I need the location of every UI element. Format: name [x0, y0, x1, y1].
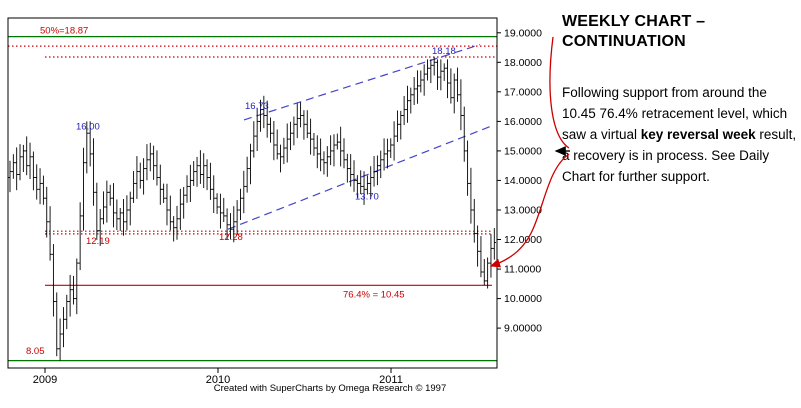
panel-title-line2: CONTINUATION — [562, 33, 686, 50]
svg-text:16.00: 16.00 — [76, 121, 100, 132]
price-labels: 50%=18.87 16.00 16.73 18.18 13.70 12.19 12.28 7… — [26, 26, 456, 358]
panel-title-line1: WEEKLY CHART – — [562, 13, 706, 30]
svg-text:14.0000: 14.0000 — [504, 175, 542, 187]
watermark: Created with SuperCharts by Omega Resear… — [214, 383, 446, 394]
svg-text:12.28: 12.28 — [219, 232, 243, 243]
svg-text:50%=18.87: 50%=18.87 — [40, 26, 88, 37]
x-axis: 2009 2010 2011 — [33, 368, 403, 386]
svg-text:13.70: 13.70 — [355, 191, 379, 202]
svg-text:11.0000: 11.0000 — [504, 264, 541, 276]
svg-text:9.00000: 9.00000 — [504, 323, 542, 335]
svg-text:19.0000: 19.0000 — [504, 27, 542, 39]
commentary-panel: WEEKLY CHART – CONTINUATION Following su… — [562, 12, 798, 187]
svg-text:18.18: 18.18 — [432, 46, 456, 57]
svg-text:13.0000: 13.0000 — [504, 205, 542, 217]
commentary-span: result, a recovery is in process. See Da… — [562, 127, 797, 184]
svg-text:10.0000: 10.0000 — [504, 293, 542, 305]
svg-text:16.0000: 16.0000 — [504, 116, 542, 128]
svg-text:8.05: 8.05 — [26, 346, 45, 357]
svg-text:2009: 2009 — [33, 374, 57, 386]
plot-border — [7, 17, 498, 369]
svg-text:12.19: 12.19 — [86, 236, 110, 247]
trendlines — [227, 44, 493, 230]
commentary-span: Following support from around the 10.45 … — [562, 85, 788, 142]
svg-text:2011: 2011 — [379, 374, 403, 386]
commentary-text: Following support from around the 10.45 … — [562, 82, 798, 187]
y-axis: 19.0000 18.0000 17.0000 16.0000 15.0000 14.00… — [497, 27, 542, 335]
commentary-bold-phrase: key reversal week — [640, 127, 756, 142]
svg-text:16.73: 16.73 — [245, 101, 269, 112]
svg-text:18.0000: 18.0000 — [504, 57, 542, 69]
panel-title: WEEKLY CHART – CONTINUATION — [562, 12, 798, 52]
svg-text:15.0000: 15.0000 — [504, 145, 542, 157]
svg-text:76.4% = 10.45: 76.4% = 10.45 — [343, 289, 405, 300]
svg-text:12.0000: 12.0000 — [504, 234, 542, 246]
svg-text:2010: 2010 — [206, 374, 230, 386]
svg-text:17.0000: 17.0000 — [504, 86, 542, 98]
ohlc-bars — [8, 57, 496, 361]
level-lines — [8, 35, 497, 362]
price-chart: 19.0000 18.0000 17.0000 16.0000 15.0000 14.00… — [7, 17, 542, 394]
